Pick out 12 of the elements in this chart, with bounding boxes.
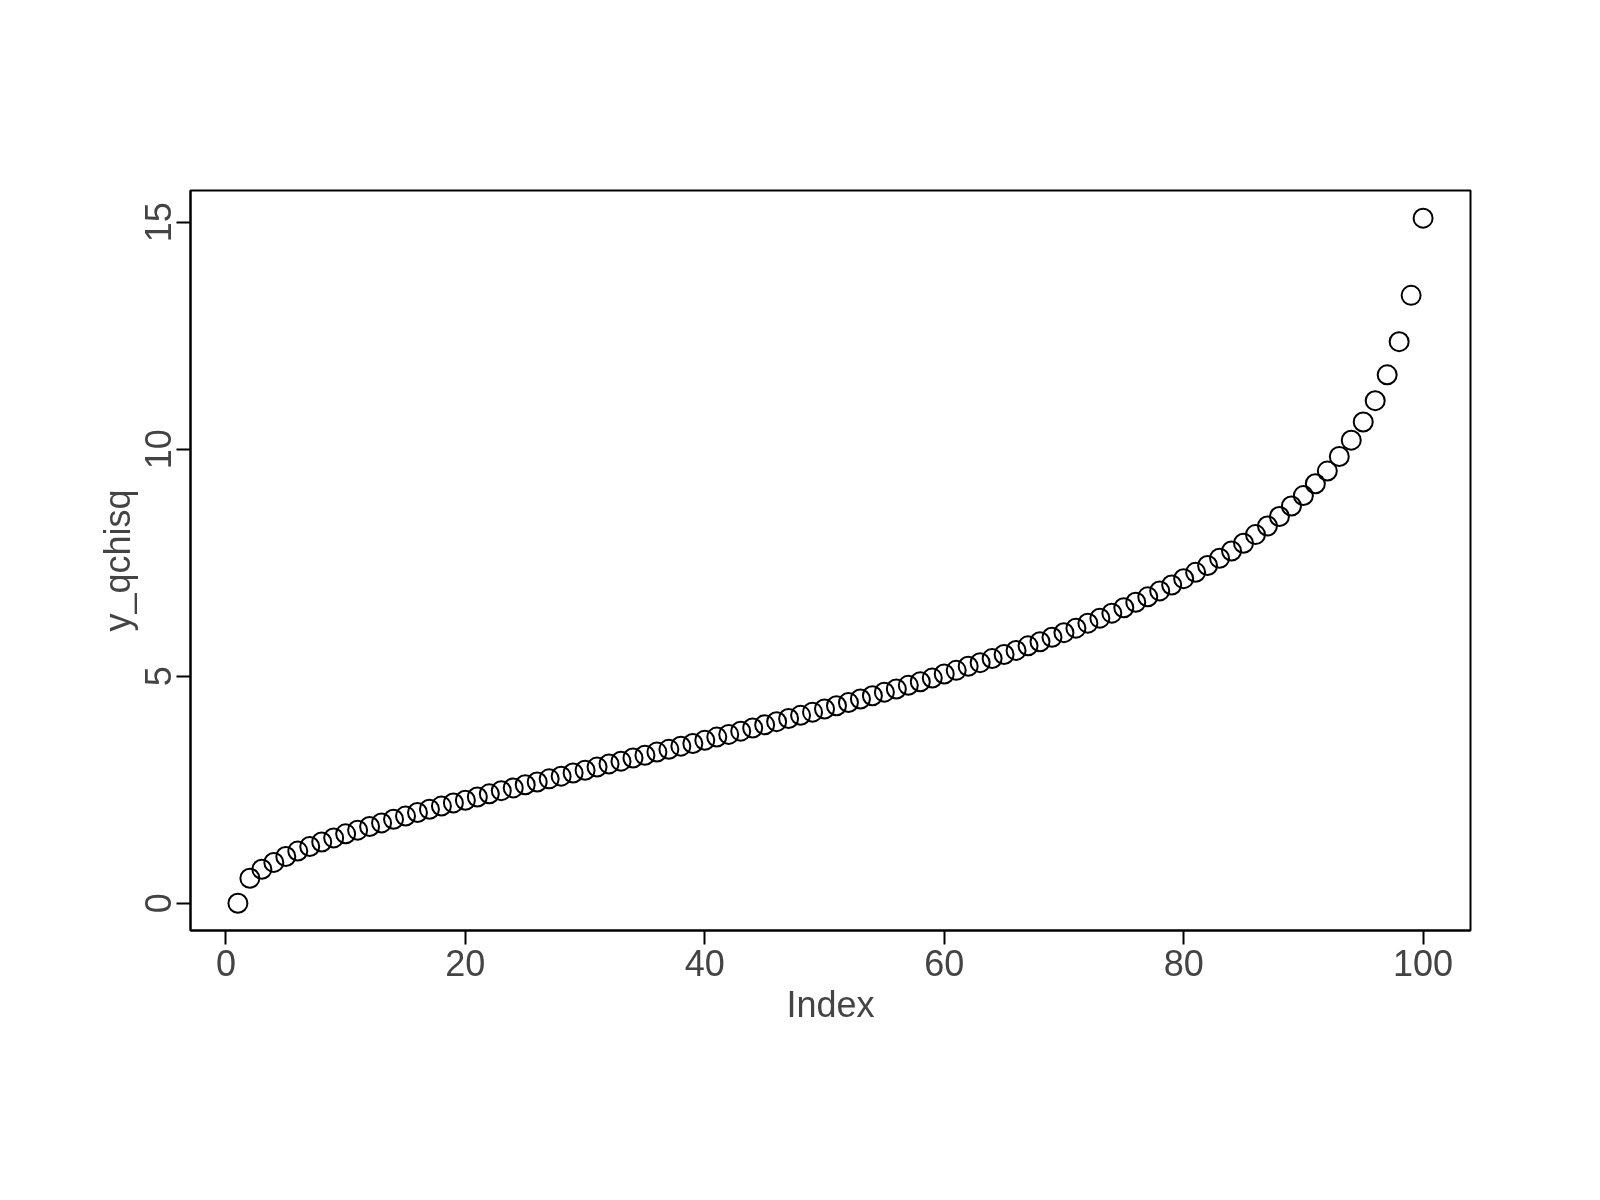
y-tick-label: 15 xyxy=(138,202,180,243)
x-tick-label: 60 xyxy=(924,942,965,984)
x-tick-label: 40 xyxy=(684,942,725,984)
x-tick-label: 20 xyxy=(445,942,486,984)
y-tick-label: 0 xyxy=(138,893,180,914)
y-axis-title: y_qchisq xyxy=(96,489,138,632)
x-tick-label: 100 xyxy=(1393,942,1454,984)
y-tick-label: 10 xyxy=(138,429,180,470)
x-axis-title: Index xyxy=(786,983,875,1025)
y-tick-label: 5 xyxy=(138,666,180,687)
x-tick-label: 80 xyxy=(1163,942,1204,984)
x-tick-label: 0 xyxy=(215,942,236,984)
